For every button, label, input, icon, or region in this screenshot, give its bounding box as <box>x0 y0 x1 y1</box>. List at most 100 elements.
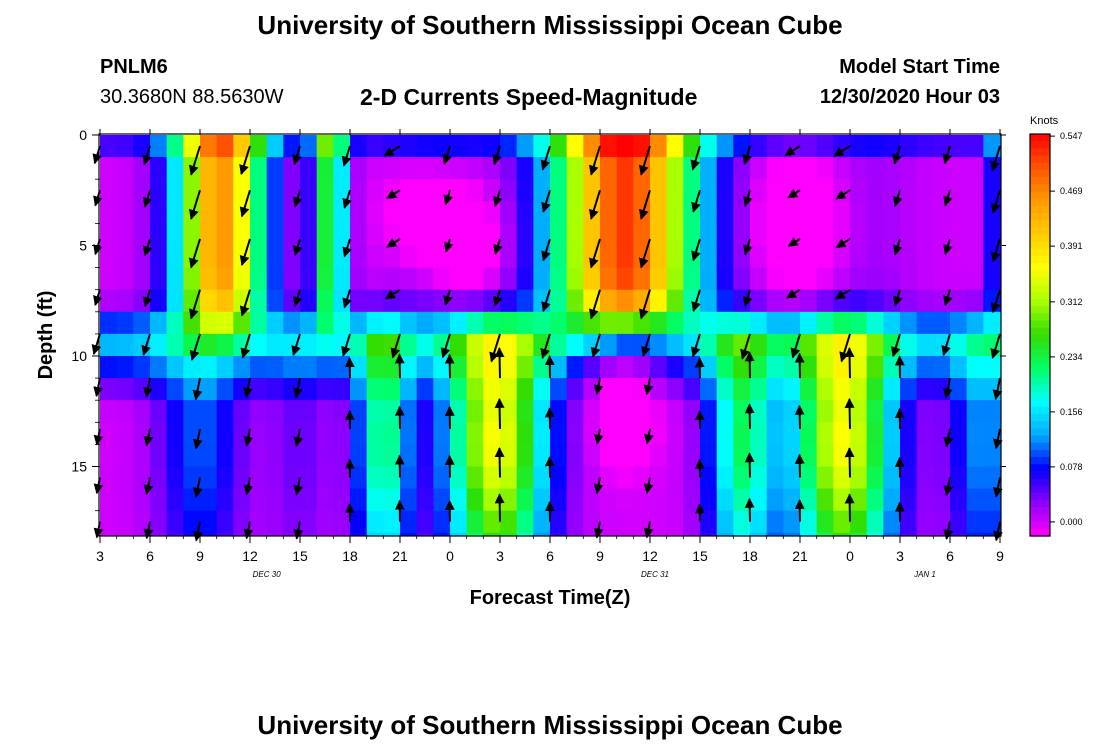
current-arrow <box>541 238 551 262</box>
heatmap-cell <box>916 223 934 247</box>
heatmap-cell <box>350 289 368 313</box>
heatmap-cell <box>316 532 334 536</box>
heatmap-cell <box>516 400 534 423</box>
heatmap-cell <box>866 311 884 335</box>
colorbar-cell <box>1030 299 1050 307</box>
current-arrow <box>193 521 203 542</box>
heatmap-cell <box>150 422 168 445</box>
heatmap-cell <box>300 157 318 180</box>
heatmap-cell <box>466 179 484 202</box>
current-arrow <box>142 189 153 208</box>
heatmap-cell <box>716 289 734 313</box>
heatmap-cell <box>350 532 368 536</box>
heatmap-cell <box>200 179 218 202</box>
heatmap-cell <box>666 245 684 269</box>
heatmap-cell <box>350 510 368 534</box>
heatmap-cell <box>550 333 568 357</box>
heatmap-cell <box>766 355 784 379</box>
heatmap-cell <box>550 311 568 335</box>
heatmap-cell <box>566 400 584 423</box>
heatmap-cell <box>250 157 268 180</box>
heatmap-cell <box>800 488 818 512</box>
model-start-label: Model Start Time <box>839 56 1000 78</box>
heatmap-cell <box>400 422 418 445</box>
current-arrow <box>691 189 701 213</box>
heatmap-cell <box>683 267 701 291</box>
heatmap-cell <box>333 400 351 423</box>
heatmap-cell <box>350 444 368 468</box>
heatmap-cell <box>633 201 651 224</box>
heatmap-cell <box>683 466 701 490</box>
heatmap-cell <box>883 378 901 401</box>
current-arrow <box>787 237 801 247</box>
heatmap-cell <box>400 311 418 335</box>
heatmap-cell <box>933 444 951 468</box>
heatmap-cell <box>700 422 718 445</box>
heatmap-cell <box>716 510 734 534</box>
heatmap-cell <box>300 245 318 269</box>
heatmap-cell <box>700 223 718 247</box>
heatmap-cell <box>416 532 434 536</box>
heatmap-cell <box>766 135 784 158</box>
current-arrow <box>942 145 953 165</box>
heatmap-cell <box>816 201 834 224</box>
heatmap-cell <box>616 223 634 247</box>
heatmap-cell <box>966 444 984 468</box>
colorbar-cell <box>1030 141 1050 149</box>
current-arrow <box>742 289 753 307</box>
heatmap-cell <box>650 157 668 180</box>
heatmap-cell <box>866 245 884 269</box>
heatmap-cell <box>750 311 768 335</box>
colorbar-cell <box>1030 220 1050 228</box>
current-arrow <box>291 333 301 357</box>
heatmap-cell <box>400 223 418 247</box>
heatmap-cell <box>400 179 418 202</box>
heatmap-cell <box>833 289 851 313</box>
heatmap-cell <box>266 333 284 357</box>
heatmap-cell <box>600 355 618 379</box>
heatmap-cell <box>233 201 251 224</box>
heatmap-cell <box>966 466 984 490</box>
heatmap-cell <box>650 466 668 490</box>
heatmap-cell <box>250 135 268 158</box>
heatmap-cell <box>883 532 901 536</box>
heatmap-cell <box>100 466 118 490</box>
colorbar-cell <box>1030 457 1050 465</box>
heatmap-cell <box>966 532 984 536</box>
heatmap-cell <box>366 355 384 379</box>
heatmap-cell <box>733 444 751 468</box>
heatmap-cell <box>500 223 518 247</box>
heatmap-cell <box>833 311 851 335</box>
heatmap-cell <box>500 532 518 536</box>
heatmap-cell <box>483 135 501 158</box>
heatmap-cell <box>216 400 234 423</box>
heatmap-cell <box>116 510 134 534</box>
current-arrow <box>292 377 303 399</box>
heatmap-cell <box>166 400 184 423</box>
current-arrow <box>744 497 755 522</box>
heatmap-cell <box>166 355 184 379</box>
heatmap-cell <box>700 444 718 468</box>
current-arrow <box>493 238 503 255</box>
heatmap-cell <box>200 201 218 224</box>
heatmap-cell <box>266 378 284 401</box>
current-arrow <box>540 145 551 171</box>
heatmap-cell <box>133 444 151 468</box>
heatmap-cell <box>866 157 884 180</box>
heatmap-cell <box>316 135 334 158</box>
heatmap-cell <box>233 532 251 536</box>
heatmap-cell <box>450 245 468 269</box>
heatmap-cell <box>916 157 934 180</box>
heatmap-cell <box>483 510 501 534</box>
heatmap-cell <box>400 157 418 180</box>
x-tick-label: 9 <box>996 548 1004 564</box>
heatmap-cell <box>766 400 784 423</box>
colorbar-label: 0.547 <box>1060 131 1083 141</box>
heatmap-cell <box>916 289 934 313</box>
current-arrow <box>383 145 401 157</box>
heatmap-cell <box>166 333 184 357</box>
colorbar-cell <box>1030 435 1050 444</box>
current-arrow <box>444 353 455 379</box>
heatmap-cell <box>516 444 534 468</box>
heatmap-cell <box>716 466 734 490</box>
